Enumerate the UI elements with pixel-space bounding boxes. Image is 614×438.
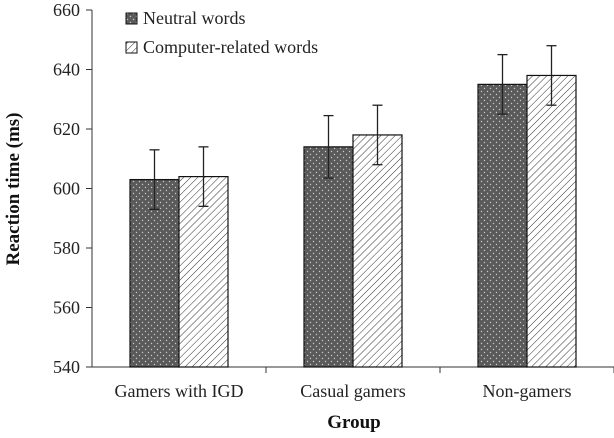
- bars: [129, 74, 577, 368]
- bar: [477, 83, 528, 368]
- legend-label-neutral: Neutral words: [143, 8, 245, 28]
- legend-swatch-computer: [125, 41, 138, 54]
- y-axis-title: Reaction time (ms): [3, 112, 24, 265]
- y-tick-label: 600: [53, 179, 80, 199]
- y-tick-label: 640: [53, 60, 80, 80]
- y-tick-label: 540: [53, 357, 80, 377]
- tick-labels: 540 560 580 600 620 640 660 Gamers with IGD Casu…: [53, 0, 571, 401]
- y-tick-label: 660: [53, 0, 80, 20]
- y-tick-label: 560: [53, 298, 80, 318]
- bar: [178, 176, 229, 368]
- x-tick-label: Gamers with IGD: [115, 381, 244, 401]
- y-tick-label: 580: [53, 238, 80, 258]
- y-tick-label: 620: [53, 119, 80, 139]
- x-tick-label: Non-gamers: [483, 381, 572, 401]
- x-tick-label: Casual gamers: [300, 381, 405, 401]
- bar: [129, 178, 180, 368]
- bar: [303, 146, 354, 368]
- bar: [526, 74, 577, 368]
- legend: Neutral words Computer-related words: [125, 8, 318, 57]
- error-bars: [149, 45, 557, 210]
- legend-label-computer: Computer-related words: [143, 37, 318, 57]
- bar: [352, 134, 403, 368]
- legend-swatch-neutral: [125, 12, 138, 25]
- x-axis-title: Group: [327, 412, 381, 433]
